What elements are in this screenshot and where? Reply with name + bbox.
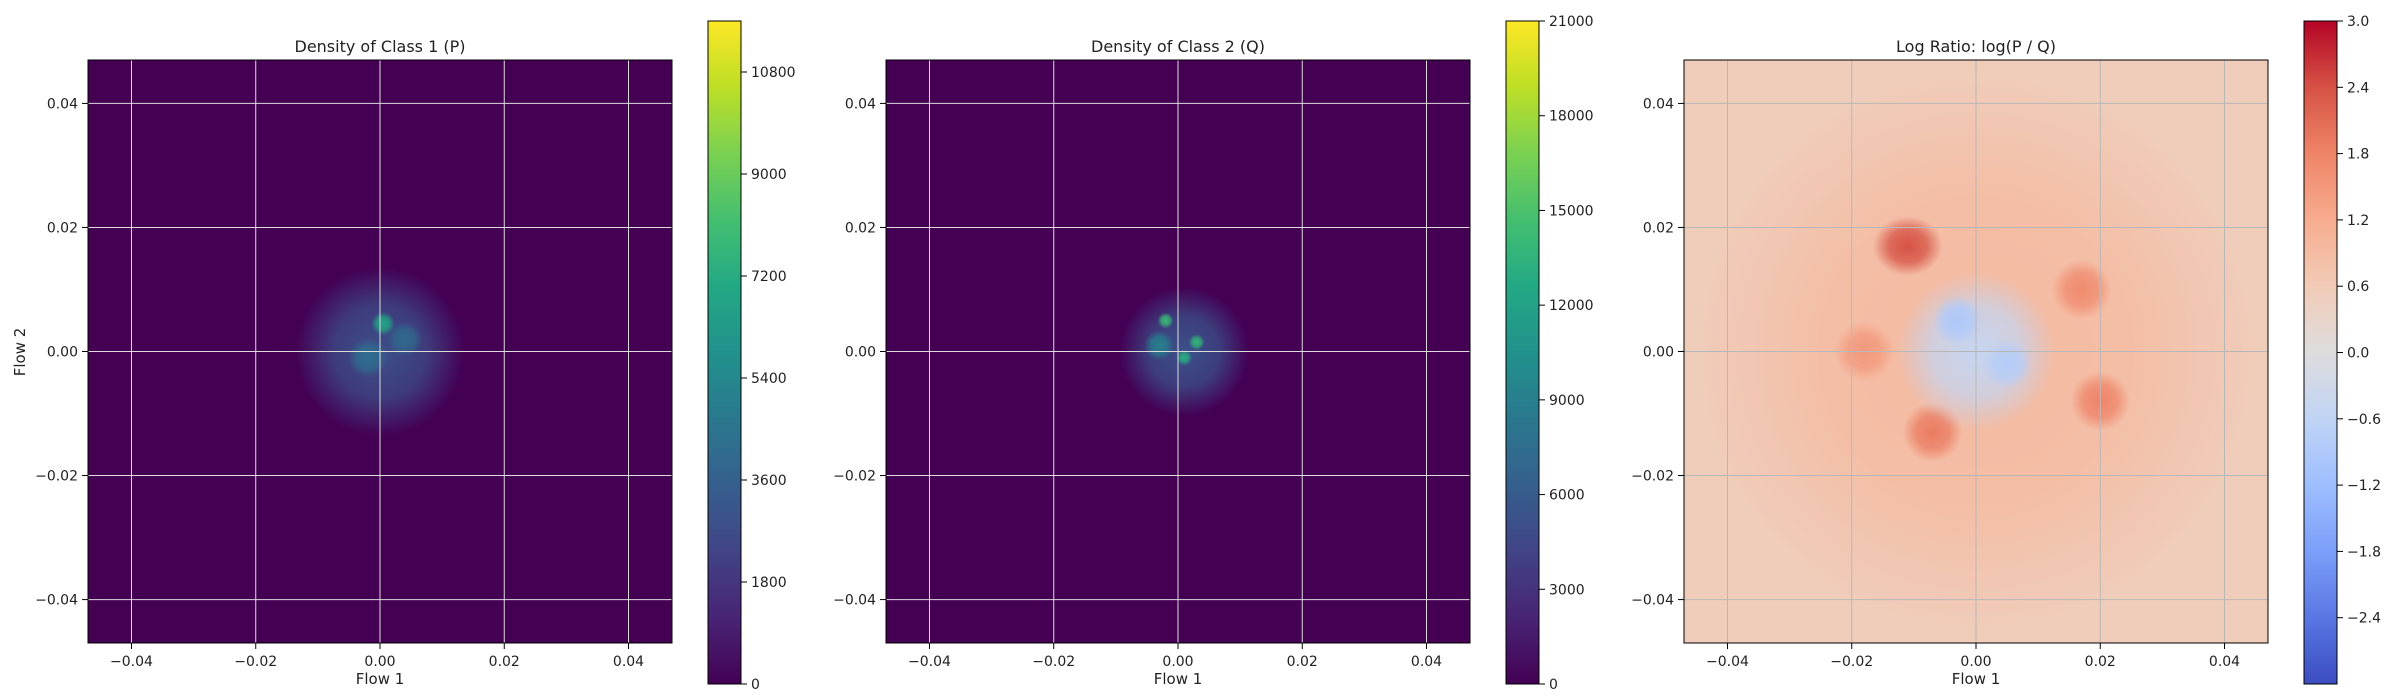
panel-title: Log Ratio: log(P / Q) [1896, 37, 2056, 56]
y-tick-label: 0.00 [1643, 345, 1674, 361]
x-tick-label: 0.02 [1287, 654, 1318, 670]
colorbar-tick-label: 2.4 [2347, 80, 2369, 96]
x-tick-label: −0.02 [1830, 654, 1873, 670]
colorbar-tick-label: 0 [1549, 677, 1558, 693]
density-blob [386, 321, 423, 357]
colorbar-tick-label: 18000 [1549, 109, 1594, 125]
x-axis-ticks: −0.04 −0.02 0.00 0.02 0.04 [908, 643, 1442, 670]
colorbar-tick-label: 1.8 [2347, 147, 2369, 163]
colorbar-tick-label: 10800 [751, 65, 796, 81]
panel-log-ratio: Log Ratio: log(P / Q) −0.04 −0.02 0.00 0.02… [1631, 14, 2381, 688]
colorbar-tick-label: 0.6 [2347, 279, 2369, 295]
colorbar-tick-label: 3600 [751, 473, 787, 489]
y-tick-label: −0.02 [1631, 469, 1674, 485]
density-blob [1144, 330, 1175, 361]
colorbar-ticks: −2.4 −1.8 −1.2 −0.6 0.0 0.6 1.2 1.8 2.4 3.0 [2337, 14, 2381, 627]
grid-lines [1684, 60, 2268, 643]
x-axis-ticks: −0.04 −0.02 0.00 0.02 0.04 [1706, 643, 2240, 670]
colorbar-ticks: 0 1800 3600 5400 7200 9000 10800 [741, 65, 796, 693]
y-tick-label: 0.02 [1643, 220, 1674, 236]
x-axis-label: Flow 1 [1952, 670, 2001, 688]
y-tick-label: −0.02 [833, 469, 876, 485]
colorbar-ticks: 0 3000 6000 9000 12000 15000 18000 21000 [1539, 14, 1594, 693]
x-tick-label: 0.00 [1960, 654, 1991, 670]
x-tick-label: −0.04 [1706, 654, 1749, 670]
y-tick-label: 0.04 [47, 96, 78, 112]
density-blob [347, 337, 388, 378]
y-tick-label: 0.04 [1643, 96, 1674, 112]
colorbar-tick-label: −1.2 [2347, 478, 2381, 494]
x-tick-label: 0.00 [364, 654, 395, 670]
colorbar-tick-label: 3.0 [2347, 14, 2369, 30]
y-tick-label: 0.02 [845, 220, 876, 236]
x-tick-label: 0.02 [2085, 654, 2116, 670]
colorbar-tick-label: 9000 [751, 167, 787, 183]
colorbar [2303, 20, 2338, 685]
colorbar [707, 20, 742, 685]
colorbar-tick-label: −0.6 [2347, 412, 2381, 428]
density-blob [371, 311, 396, 336]
density-blob [1157, 312, 1174, 329]
colorbar-tick-label: 3000 [1549, 582, 1585, 598]
panel-class2-density: Density of Class 2 (Q) −0.04 −0.02 0.00 0.0… [833, 14, 1593, 693]
colorbar [1505, 20, 1540, 685]
colorbar-tick-label: 1800 [751, 575, 787, 591]
y-tick-label: −0.04 [1631, 593, 1674, 609]
y-tick-label: −0.02 [35, 469, 78, 485]
ratio-region [1982, 339, 2032, 389]
colorbar-tick-label: 6000 [1549, 488, 1585, 504]
colorbar-tick-label: 21000 [1549, 14, 1594, 30]
colorbar-tick-label: −2.4 [2347, 611, 2381, 627]
colorbar-tick-label: 0 [751, 677, 760, 693]
y-axis-ticks: −0.04 −0.02 0.00 0.02 0.04 [833, 96, 886, 609]
ratio-region [1872, 216, 1943, 276]
x-axis-ticks: −0.04 −0.02 0.00 0.02 0.04 [110, 643, 644, 670]
y-axis-ticks: −0.04 −0.02 0.00 0.02 0.04 [1631, 96, 1684, 609]
grid-lines [88, 60, 672, 643]
y-axis-ticks: −0.04 −0.02 0.00 0.02 0.04 [35, 96, 88, 609]
grid-lines [886, 60, 1470, 643]
x-tick-label: −0.04 [110, 654, 153, 670]
ratio-region [2051, 259, 2112, 320]
y-tick-label: −0.04 [833, 593, 876, 609]
panel-title: Density of Class 2 (Q) [1091, 37, 1265, 56]
density-blob [1188, 334, 1205, 351]
y-tick-label: 0.00 [47, 345, 78, 361]
ratio-region [1932, 295, 1983, 346]
x-axis-label: Flow 1 [1154, 670, 1203, 688]
colorbar-tick-label: 1.2 [2347, 213, 2369, 229]
x-axis-label: Flow 1 [356, 670, 405, 688]
y-tick-label: −0.04 [35, 593, 78, 609]
colorbar-tick-label: −1.8 [2347, 544, 2381, 560]
colorbar-tick-label: 12000 [1549, 298, 1594, 314]
x-tick-label: 0.04 [1411, 654, 1442, 670]
x-tick-label: 0.04 [2209, 654, 2240, 670]
panel-title: Density of Class 1 (P) [295, 37, 466, 56]
y-tick-label: 0.00 [845, 345, 876, 361]
x-tick-label: −0.04 [908, 654, 951, 670]
density-blob [1176, 349, 1193, 366]
colorbar-tick-label: 7200 [751, 269, 787, 285]
y-axis-label: Flow 2 [11, 328, 29, 377]
x-tick-label: −0.02 [1032, 654, 1075, 670]
x-tick-label: 0.04 [613, 654, 644, 670]
colorbar-tick-label: 15000 [1549, 203, 1594, 219]
x-tick-label: 0.00 [1162, 654, 1193, 670]
panel-class1-density: Density of Class 1 (P) −0.04 −0.02 0.00 0.0… [11, 20, 796, 693]
colorbar-tick-label: 9000 [1549, 393, 1585, 409]
y-tick-label: 0.02 [47, 220, 78, 236]
colorbar-tick-label: 0.0 [2347, 346, 2369, 362]
x-tick-label: 0.02 [489, 654, 520, 670]
colorbar-tick-label: 5400 [751, 371, 787, 387]
y-tick-label: 0.04 [845, 96, 876, 112]
x-tick-label: −0.02 [234, 654, 277, 670]
